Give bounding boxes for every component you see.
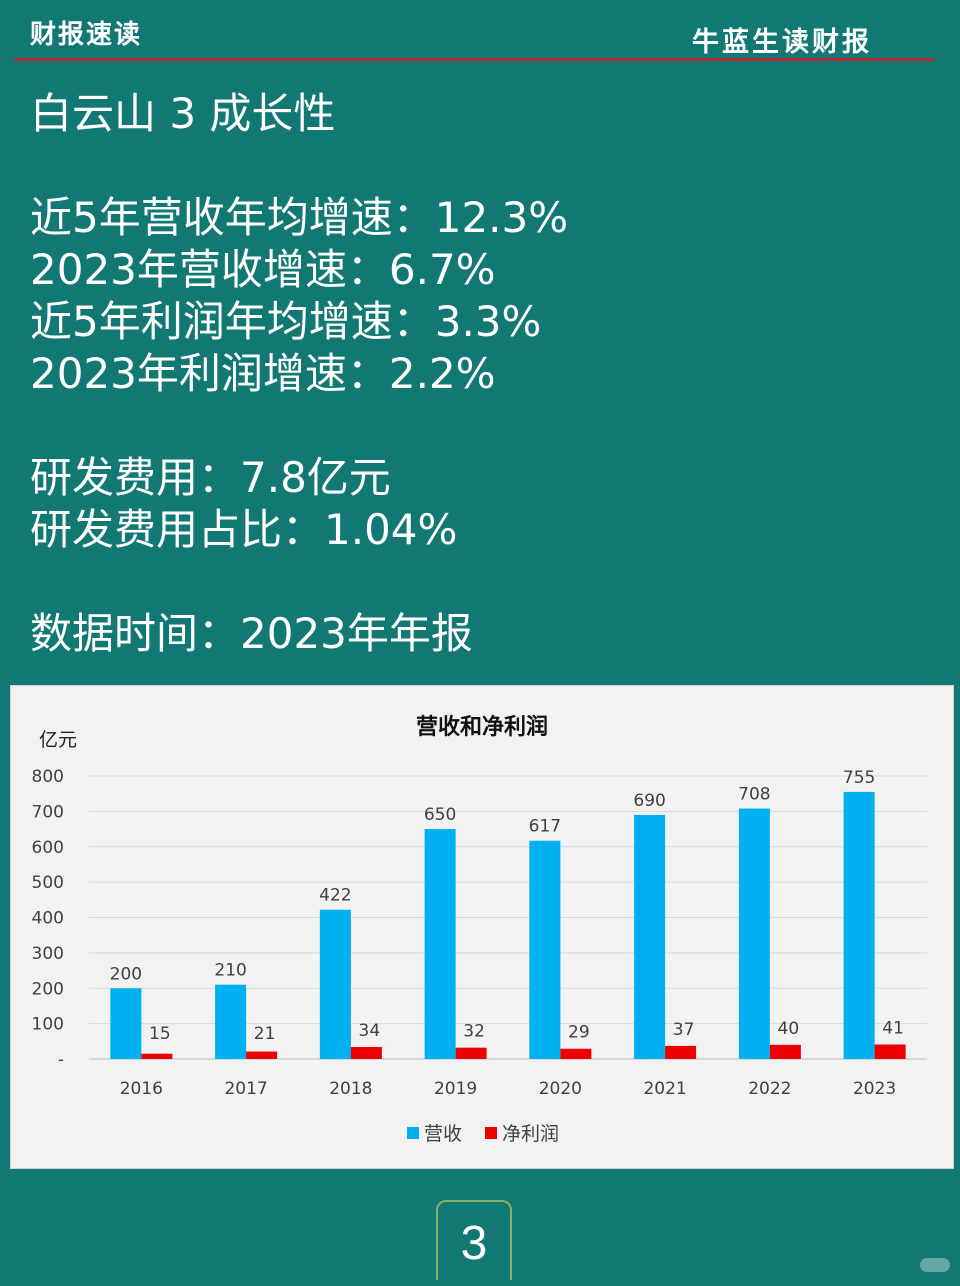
revenue-bar (634, 814, 666, 1059)
profit-bar (455, 1047, 487, 1059)
x-tick-label: 2016 (120, 1079, 163, 1099)
revenue-bar (215, 984, 247, 1059)
x-tick-label: 2023 (853, 1079, 896, 1099)
y-tick-label: 700 (32, 802, 64, 822)
revenue-bar (319, 909, 351, 1059)
revenue-bar (110, 988, 142, 1059)
revenue-growth-line: 2023年营收增速：6.7% (30, 245, 496, 294)
profit-bar (560, 1048, 592, 1059)
revenue-bar (843, 791, 875, 1059)
watermark-badge (920, 1258, 950, 1272)
revenue-data-label: 617 (529, 817, 561, 837)
x-tick-label: 2017 (224, 1079, 267, 1099)
revenue-bar (738, 808, 770, 1059)
x-tick-label: 2020 (539, 1079, 582, 1099)
profit-data-label: 15 (149, 1024, 171, 1044)
profit-cagr-line: 近5年利润年均增速：3.3% (30, 297, 542, 346)
x-tick-label: 2022 (748, 1079, 791, 1099)
profit-bar (665, 1045, 697, 1059)
revenue-data-label: 690 (633, 791, 665, 811)
profit-data-label: 21 (254, 1024, 276, 1044)
profit-growth-line: 2023年利润增速：2.2% (30, 349, 496, 398)
profit-data-label: 41 (882, 1018, 904, 1038)
revenue-bar (529, 840, 561, 1059)
x-tick-label: 2019 (434, 1079, 477, 1099)
y-tick-label: 500 (32, 873, 64, 893)
profit-data-label: 32 (463, 1022, 485, 1042)
profit-data-label: 34 (359, 1021, 381, 1041)
body-heading: 白云山 3 成长性 (30, 89, 336, 138)
legend-profit-swatch (485, 1127, 497, 1139)
profit-bar (141, 1053, 173, 1059)
revenue-data-label: 422 (319, 886, 351, 906)
y-tick-label: 200 (32, 979, 64, 999)
profit-bar (246, 1051, 278, 1059)
body-text: 白云山 3 成长性 近5年营收年均增速：12.3% 2023年营收增速：6.7%… (30, 88, 930, 660)
y-tick-label: 100 (32, 1015, 64, 1035)
y-tick-label: 600 (32, 838, 64, 858)
x-tick-label: 2021 (643, 1079, 686, 1099)
y-tick-label: 300 (32, 944, 64, 964)
y-tick-label: 400 (32, 909, 64, 929)
legend-revenue-swatch (407, 1127, 419, 1139)
y-unit-label: 亿元 (39, 729, 77, 751)
profit-data-label: 29 (568, 1023, 590, 1043)
revenue-data-label: 650 (424, 805, 456, 825)
profit-data-label: 40 (778, 1019, 800, 1039)
header-divider (14, 58, 934, 61)
profit-bar (350, 1046, 382, 1059)
chart-panel: 营收和净利润亿元 - 100 200 300 400 500 600 700 800 200 15 20… (10, 685, 954, 1169)
revenue-data-label: 755 (843, 768, 875, 788)
revenue-cagr-line: 近5年营收年均增速：12.3% (30, 193, 569, 242)
y-tick-label: 800 (32, 767, 64, 787)
revenue-data-label: 200 (110, 964, 142, 984)
profit-bar (769, 1044, 801, 1059)
chart-title: 营收和净利润 (416, 714, 548, 740)
profit-data-label: 37 (673, 1020, 695, 1040)
profit-bar (874, 1044, 906, 1059)
data-time-line: 数据时间：2023年年报 (30, 609, 473, 658)
page-number: 3 (436, 1200, 512, 1280)
header-left-title: 财报速读 (30, 20, 143, 50)
legend-profit-label: 净利润 (502, 1123, 559, 1145)
rd-ratio-line: 研发费用占比：1.04% (30, 505, 458, 554)
revenue-data-label: 708 (738, 785, 770, 805)
header-right-title: 牛蓝生读财报 (692, 27, 872, 58)
x-tick-label: 2018 (329, 1079, 372, 1099)
rd-expense-line: 研发费用：7.8亿元 (30, 453, 391, 502)
revenue-data-label: 210 (214, 961, 246, 981)
revenue-bar (424, 829, 456, 1059)
legend-revenue-label: 营收 (424, 1123, 462, 1145)
y-tick-label: - (58, 1050, 64, 1070)
